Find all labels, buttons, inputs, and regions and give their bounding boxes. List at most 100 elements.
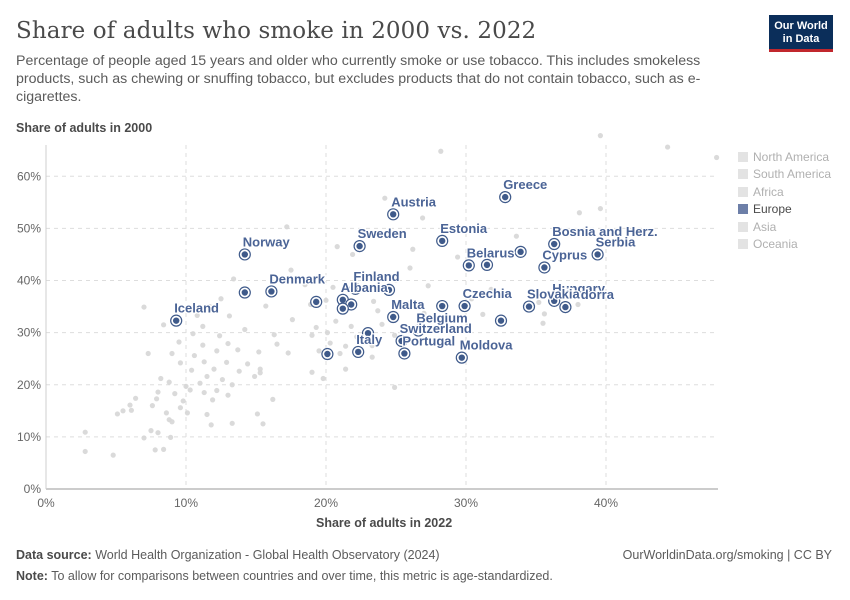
- tick-labels-layer: 0% 10% 20% 30% 40% 50% 60% 0% 10% 20% 30% 40%: [17, 169, 618, 510]
- legend-label: Europe: [753, 202, 792, 217]
- data-point-other: [226, 313, 232, 319]
- data-point-other: [536, 299, 542, 306]
- legend-item-europe[interactable]: Europe: [738, 201, 831, 219]
- point-label: Italy: [356, 332, 383, 347]
- data-point-other: [187, 387, 193, 393]
- legend-swatch: [738, 169, 748, 180]
- data-point-other: [177, 360, 183, 366]
- y-tick-label: 10%: [17, 430, 41, 444]
- y-tick-label: 30%: [17, 326, 41, 340]
- data-point-other: [480, 311, 486, 317]
- logo-line-2: in Data: [782, 32, 820, 45]
- data-point-other: [201, 389, 207, 396]
- data-point-other: [155, 389, 161, 395]
- legend-item-north-america[interactable]: North America: [738, 148, 831, 166]
- y-tick-label: 40%: [17, 274, 41, 288]
- data-point-other: [172, 391, 178, 397]
- data-point-other: [576, 210, 583, 216]
- legend-item-asia[interactable]: Asia: [738, 218, 831, 236]
- data-point-other: [145, 350, 151, 357]
- y-tick-label: 60%: [17, 169, 41, 183]
- data-point-other: [343, 343, 349, 349]
- data-point-other: [127, 402, 133, 408]
- data-point-other: [204, 373, 210, 380]
- data-point-other: [158, 375, 164, 382]
- data-point-other: [309, 332, 315, 338]
- data-point-other: [256, 349, 262, 355]
- data-point-other: [274, 341, 280, 347]
- data-point-other: [163, 410, 169, 416]
- data-point-other: [320, 375, 326, 382]
- data-source: Data source: World Health Organization -…: [16, 548, 440, 562]
- data-point-other: [229, 382, 235, 388]
- data-point-other: [200, 323, 206, 329]
- data-point-other: [469, 296, 475, 302]
- owid-logo[interactable]: Our World in Data: [769, 15, 833, 52]
- data-point-other: [330, 284, 336, 290]
- data-point-europe: [173, 317, 180, 324]
- data-point-europe: [355, 348, 362, 356]
- note-text: To allow for comparisons between countri…: [51, 569, 553, 583]
- data-point-europe: [324, 350, 331, 358]
- point-label: Hungary: [552, 281, 606, 296]
- y-tick-label: 50%: [17, 221, 41, 235]
- point-label: Malta: [391, 297, 425, 312]
- legend-label: South America: [753, 167, 832, 182]
- data-point-other: [375, 308, 381, 314]
- point-label: Iceland: [174, 301, 219, 316]
- legend: North America South America Africa Europ…: [738, 148, 831, 253]
- legend-item-africa[interactable]: Africa: [738, 183, 831, 201]
- data-point-other: [407, 300, 413, 307]
- data-point-europe: [401, 350, 408, 357]
- data-point-europe: [241, 289, 248, 296]
- data-point-europe: [348, 301, 355, 308]
- data-point-other: [189, 367, 195, 373]
- x-tick-label: 0%: [37, 496, 55, 510]
- data-point-other: [369, 354, 375, 360]
- legend-item-oceania[interactable]: Oceania: [738, 236, 831, 254]
- data-point-other: [149, 403, 155, 409]
- data-point-other: [254, 411, 260, 417]
- data-point-other: [350, 251, 356, 258]
- legend-label: Asia: [753, 219, 777, 234]
- point-label: Serbia: [596, 234, 637, 249]
- data-point-other: [252, 373, 258, 380]
- legend-label: Africa: [753, 184, 784, 199]
- data-point-other: [177, 405, 183, 411]
- data-point-other: [197, 380, 203, 386]
- owid-link[interactable]: OurWorldinData.org/smoking | CC BY: [622, 548, 832, 562]
- data-point-other: [200, 342, 206, 348]
- y-tick-label: 20%: [17, 378, 41, 392]
- x-axis-label: Share of adults in 2022: [316, 516, 453, 530]
- data-point-europe: [339, 305, 346, 312]
- data-point-other: [141, 435, 147, 441]
- data-point-europe: [461, 302, 468, 310]
- data-point-other: [513, 233, 520, 239]
- x-tick-label: 10%: [174, 496, 198, 510]
- data-point-other: [270, 396, 276, 402]
- data-point-other: [214, 387, 220, 394]
- data-point-other: [327, 340, 333, 346]
- data-point-other: [284, 224, 290, 230]
- data-point-other: [333, 318, 339, 324]
- point-label: Belarus: [467, 245, 515, 260]
- data-point-other: [161, 322, 167, 328]
- chart-subtitle: Percentage of people aged 15 years and o…: [16, 53, 701, 105]
- data-point-europe: [562, 303, 569, 311]
- data-point-other: [289, 317, 295, 323]
- legend-item-south-america[interactable]: South America: [738, 166, 831, 184]
- data-source-link[interactable]: World Health Organization - Global Healt…: [95, 548, 440, 562]
- point-label: Moldova: [460, 338, 513, 353]
- legend-swatch: [738, 204, 748, 215]
- x-tick-label: 40%: [594, 496, 618, 510]
- data-point-other: [210, 397, 216, 403]
- data-point-other: [184, 410, 190, 416]
- point-label: Switzerland: [400, 321, 472, 336]
- data-point-other: [337, 350, 343, 357]
- data-point-other: [597, 133, 604, 139]
- data-point-other: [190, 331, 196, 337]
- data-point-europe: [439, 237, 446, 245]
- point-label: Sweden: [358, 226, 407, 241]
- data-point-europe: [390, 313, 397, 321]
